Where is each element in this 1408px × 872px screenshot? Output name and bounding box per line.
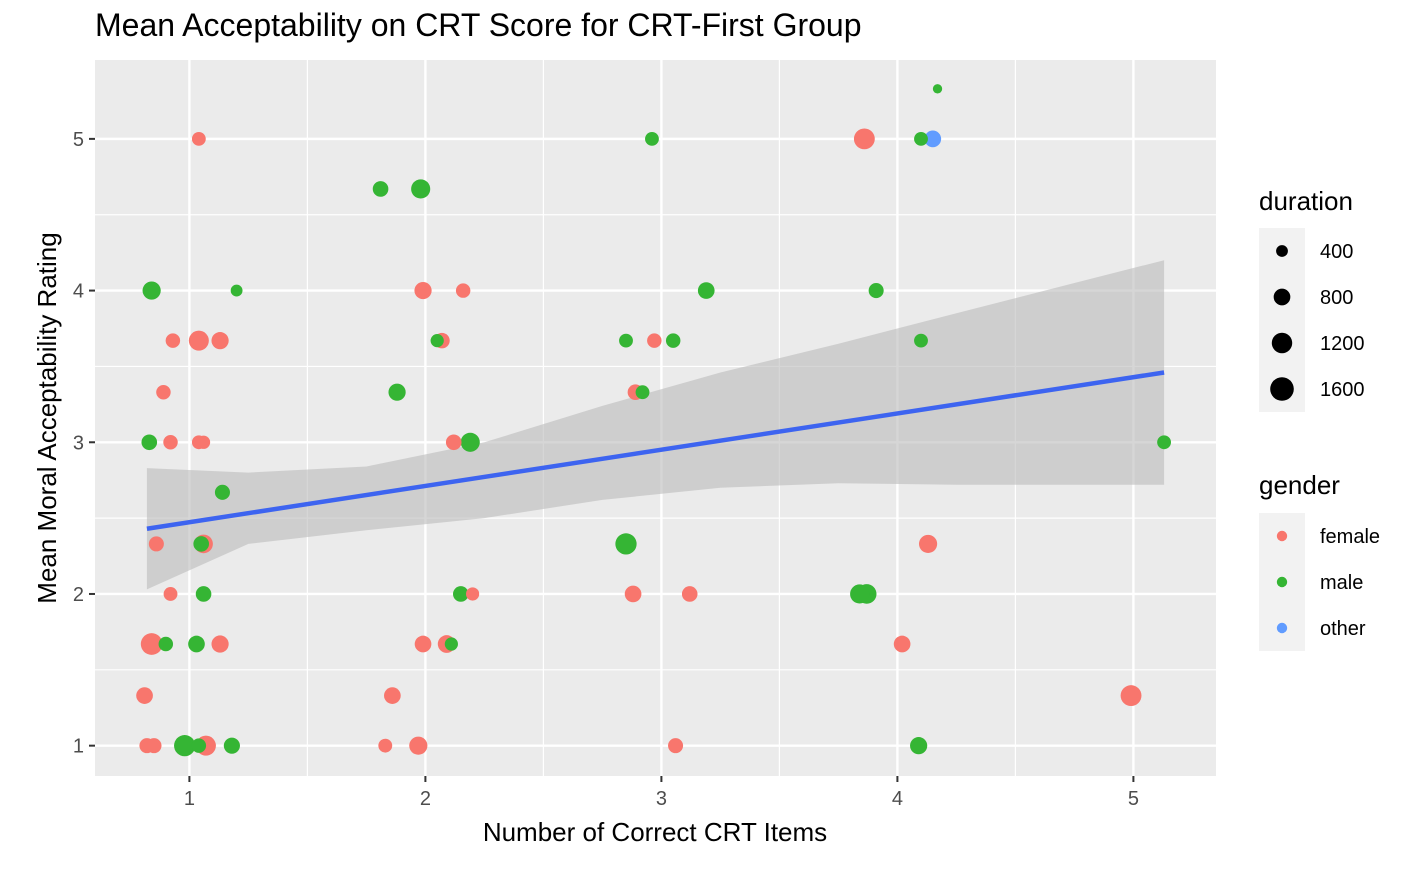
y-tick-label: 1 [73, 736, 84, 758]
legend-duration-key [1273, 288, 1291, 306]
data-point-male [174, 735, 196, 757]
data-point-female [624, 585, 642, 603]
data-point-female [918, 534, 938, 553]
data-point-female [409, 736, 428, 755]
data-point-female [384, 687, 401, 704]
data-point-male [615, 533, 637, 555]
x-axis-title: Number of Correct CRT Items [483, 817, 827, 847]
plot-panel [95, 60, 1216, 776]
data-point-female [136, 687, 153, 704]
data-point-female [165, 333, 181, 348]
data-point-female [455, 283, 471, 298]
data-point-female [188, 330, 209, 351]
legend-duration-label: 1200 [1320, 333, 1365, 355]
data-point-male [214, 484, 230, 500]
data-point-female [893, 635, 911, 653]
legend-gender-key-male [1276, 576, 1288, 588]
data-point-male [850, 584, 870, 604]
legend-gender-label: female [1320, 526, 1380, 548]
legend-gender: gender female male other [1259, 470, 1380, 651]
chart-title: Mean Acceptability on CRT Score for CRT-… [95, 7, 862, 43]
data-point-male [645, 131, 659, 146]
data-point-female [191, 131, 206, 146]
x-tick-label: 2 [420, 788, 431, 810]
legend-gender-key-female [1276, 530, 1288, 542]
legend-duration-key [1270, 377, 1294, 401]
data-point-female [196, 435, 211, 449]
data-point-female [668, 738, 684, 754]
confidence-band [146, 260, 1165, 590]
x-tick-label: 4 [892, 788, 903, 810]
legend-duration-label: 400 [1320, 241, 1353, 263]
data-point-male [868, 283, 884, 299]
y-tick-label: 4 [73, 281, 84, 303]
data-point-female [1120, 685, 1142, 707]
data-point-male [1157, 435, 1171, 450]
legend-duration: duration 400 800 1200 1600 [1259, 186, 1365, 412]
y-tick-label: 2 [73, 584, 84, 606]
x-tick-label: 3 [656, 788, 667, 810]
data-point-male [697, 282, 715, 299]
legend-duration-label: 1600 [1320, 379, 1365, 401]
trend-line [146, 370, 1165, 531]
data-points [136, 84, 1171, 757]
data-point-male [430, 334, 444, 348]
data-point-male [142, 281, 161, 300]
data-point-male [158, 636, 174, 652]
data-point-male [444, 637, 458, 651]
data-point-female [466, 587, 480, 601]
data-point-male [188, 635, 205, 653]
legend-duration-label: 800 [1320, 287, 1353, 309]
data-point-female [414, 281, 432, 300]
data-point-male [191, 738, 207, 753]
legend-gender-label: male [1320, 572, 1363, 594]
data-point-male [141, 434, 158, 451]
data-point-female [140, 633, 163, 655]
data-point-male [914, 333, 928, 348]
legend-gender-title: gender [1259, 470, 1340, 500]
data-point-female [148, 536, 164, 552]
data-point-male [460, 432, 480, 452]
data-point-female [445, 434, 462, 451]
data-point-male [665, 333, 681, 348]
data-point-female [681, 586, 698, 602]
y-tick-label: 5 [73, 129, 84, 151]
data-point-other [924, 130, 942, 148]
data-point-male [635, 385, 650, 400]
legend-duration-key [1276, 245, 1288, 257]
data-point-female [163, 587, 178, 601]
data-point-female [146, 738, 162, 754]
data-point-male [453, 586, 469, 602]
data-point-male [932, 84, 943, 94]
x-tick-label: 5 [1128, 788, 1139, 810]
data-point-male [914, 131, 928, 146]
data-point-female [414, 635, 432, 653]
data-point-female [156, 384, 171, 400]
y-tick-label: 3 [73, 432, 84, 454]
data-point-female [211, 635, 229, 653]
data-point-female [853, 128, 875, 150]
data-point-male [910, 737, 928, 755]
legend-gender-label: other [1320, 618, 1366, 640]
y-axis-ticks: 1 2 3 4 5 [73, 129, 95, 758]
data-point-male [230, 284, 243, 297]
data-point-female [211, 332, 229, 350]
legend-duration-key [1271, 332, 1293, 354]
data-point-female [378, 738, 393, 753]
data-point-male [223, 737, 240, 754]
data-point-male [195, 586, 212, 602]
data-point-male [372, 181, 389, 197]
data-point-male [619, 333, 633, 348]
data-point-male [388, 383, 406, 401]
y-axis-title: Mean Moral Acceptability Rating [32, 232, 62, 603]
x-axis-ticks: 1 2 3 4 5 [184, 776, 1139, 810]
data-point-female [163, 435, 178, 450]
x-tick-label: 1 [184, 788, 195, 810]
data-point-female [647, 333, 662, 348]
legend-duration-title: duration [1259, 186, 1353, 216]
legend-gender-key-other [1276, 622, 1288, 634]
data-point-male [411, 179, 431, 199]
data-point-male [193, 536, 209, 552]
